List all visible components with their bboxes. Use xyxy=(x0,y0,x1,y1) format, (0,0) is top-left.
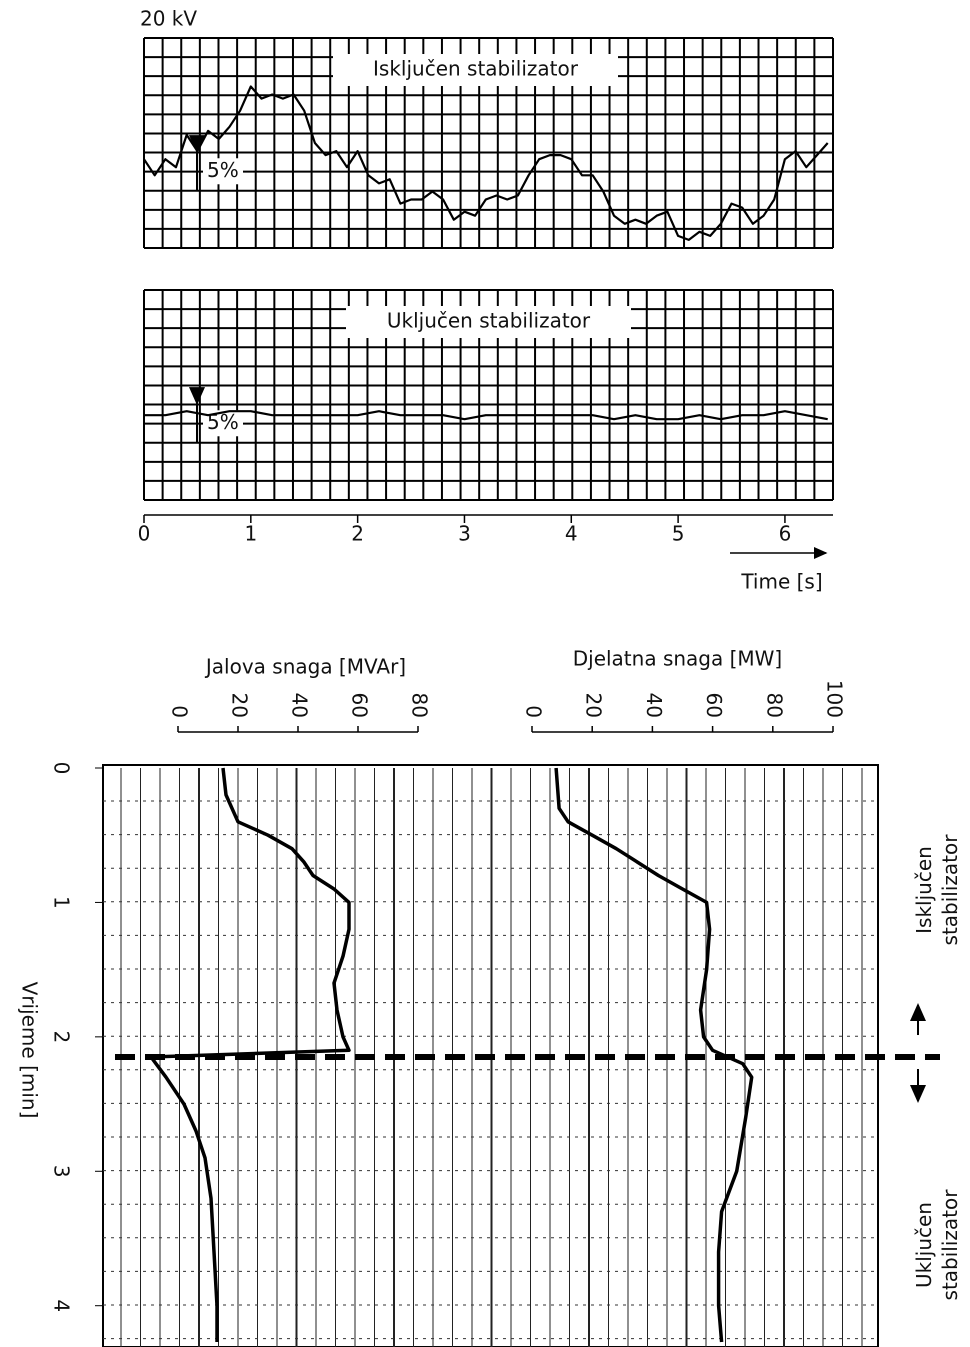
x-tick-label: 0 xyxy=(138,522,151,546)
scale-label: 5% xyxy=(207,158,239,182)
value-tick-label: 20 xyxy=(228,693,252,718)
value-tick-label: 60 xyxy=(702,693,726,718)
x-tick-label: 6 xyxy=(779,522,792,546)
value-tick-label: 100 xyxy=(823,680,847,718)
voltage-trace xyxy=(143,85,829,241)
x-tick-label: 1 xyxy=(244,522,257,546)
value-axis-label: Djelatna snaga [MW] xyxy=(573,647,783,671)
value-tick-label: 60 xyxy=(348,693,372,718)
x-tick-label: 4 xyxy=(565,522,578,546)
value-tick-label: 40 xyxy=(288,693,312,718)
value-tick-label: 80 xyxy=(408,693,432,718)
annotation-line: stabilizator xyxy=(938,1189,962,1301)
panel-title: Uključen stabilizator xyxy=(387,309,591,333)
voltage-label: 20 kV xyxy=(140,7,197,31)
value-axis-label: Jalova snaga [MVAr] xyxy=(204,655,406,679)
y-tick-label: 1 xyxy=(50,896,74,909)
annotation-line: Uključen xyxy=(912,1202,936,1288)
value-tick-label: 0 xyxy=(522,705,546,718)
value-tick-label: 20 xyxy=(582,693,606,718)
x-tick-label: 3 xyxy=(458,522,471,546)
panel-title: Isključen stabilizator xyxy=(373,57,579,81)
value-tick-label: 40 xyxy=(642,693,666,718)
y-axis-label: Vrijeme [min] xyxy=(18,982,42,1119)
power-trace xyxy=(149,767,351,1342)
value-tick-label: 80 xyxy=(762,693,786,718)
x-axis-label: Time [s] xyxy=(740,570,822,594)
annotation-line: stabilizator xyxy=(938,834,962,946)
power-trace xyxy=(554,767,754,1343)
state-annotation: Uključen stabilizator xyxy=(912,1189,962,1301)
y-tick-label: 2 xyxy=(50,1030,74,1043)
x-tick-label: 5 xyxy=(672,522,685,546)
y-tick-label: 3 xyxy=(50,1165,74,1178)
title-box xyxy=(333,54,618,86)
x-tick-label: 2 xyxy=(351,522,364,546)
state-annotation: Isključen stabilizator xyxy=(912,834,962,946)
voltage-trace xyxy=(144,410,828,421)
y-tick-label: 0 xyxy=(50,762,74,775)
annotation-line: Isključen xyxy=(912,846,936,934)
value-tick-label: 0 xyxy=(168,705,192,718)
scale-box xyxy=(203,158,243,185)
title-box xyxy=(346,306,631,338)
figure-layer: Isključen stabilizator 5% 20 kV Uključen st… xyxy=(18,7,962,1347)
y-tick-label: 4 xyxy=(50,1299,74,1312)
